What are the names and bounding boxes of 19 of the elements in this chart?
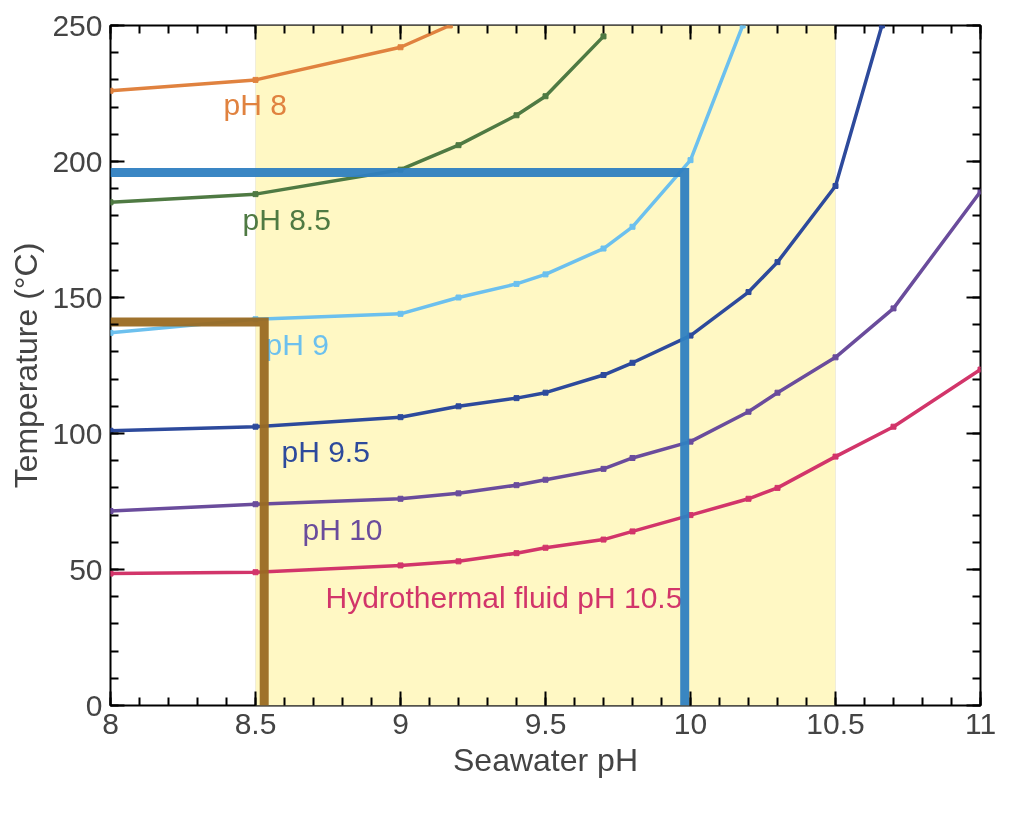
x-tick-label: 9 [392, 706, 409, 740]
x-tick-label: 8.5 [234, 706, 277, 740]
y-tick-label: 100 [52, 416, 103, 450]
series-label: pH 10 [302, 512, 383, 546]
x-axis-title: Seawater pH [453, 741, 638, 778]
x-tick-label: 11 [964, 706, 997, 740]
x-tick-label: 8 [102, 706, 119, 740]
y-tick-label: 200 [52, 144, 103, 178]
x-tick-label: 10 [673, 706, 708, 740]
series-label: pH 9.5 [281, 435, 370, 469]
x-tick-label: 9.5 [524, 706, 567, 740]
x-tick-label: 10.5 [806, 706, 865, 740]
series-label: pH 8 [223, 88, 287, 122]
y-tick-label: 250 [52, 8, 103, 42]
series-label: pH 8.5 [242, 202, 331, 236]
y-tick-label: 150 [52, 280, 103, 314]
y-tick-label: 50 [69, 552, 103, 586]
y-axis-title: Temperature (°C) [8, 242, 45, 489]
y-tick-label: 0 [85, 688, 103, 722]
